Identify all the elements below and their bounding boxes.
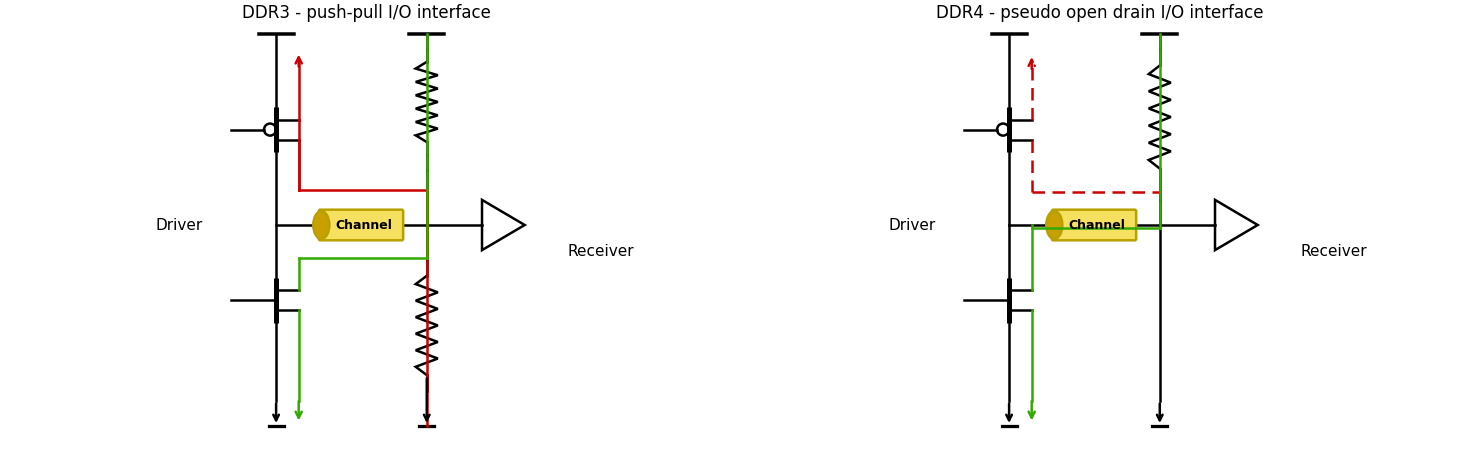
FancyBboxPatch shape (1051, 210, 1136, 241)
FancyBboxPatch shape (318, 210, 403, 241)
Text: Receiver: Receiver (567, 243, 633, 258)
Text: Receiver: Receiver (1300, 243, 1366, 258)
Text: DDR3 - push-pull I/O interface: DDR3 - push-pull I/O interface (242, 4, 491, 22)
Ellipse shape (314, 212, 330, 239)
Text: DDR4 - pseudo open drain I/O interface: DDR4 - pseudo open drain I/O interface (935, 4, 1264, 22)
Text: Driver: Driver (155, 218, 202, 233)
Ellipse shape (1047, 212, 1063, 239)
Text: Channel: Channel (1069, 219, 1126, 232)
Text: Channel: Channel (336, 219, 393, 232)
Text: Driver: Driver (888, 218, 935, 233)
